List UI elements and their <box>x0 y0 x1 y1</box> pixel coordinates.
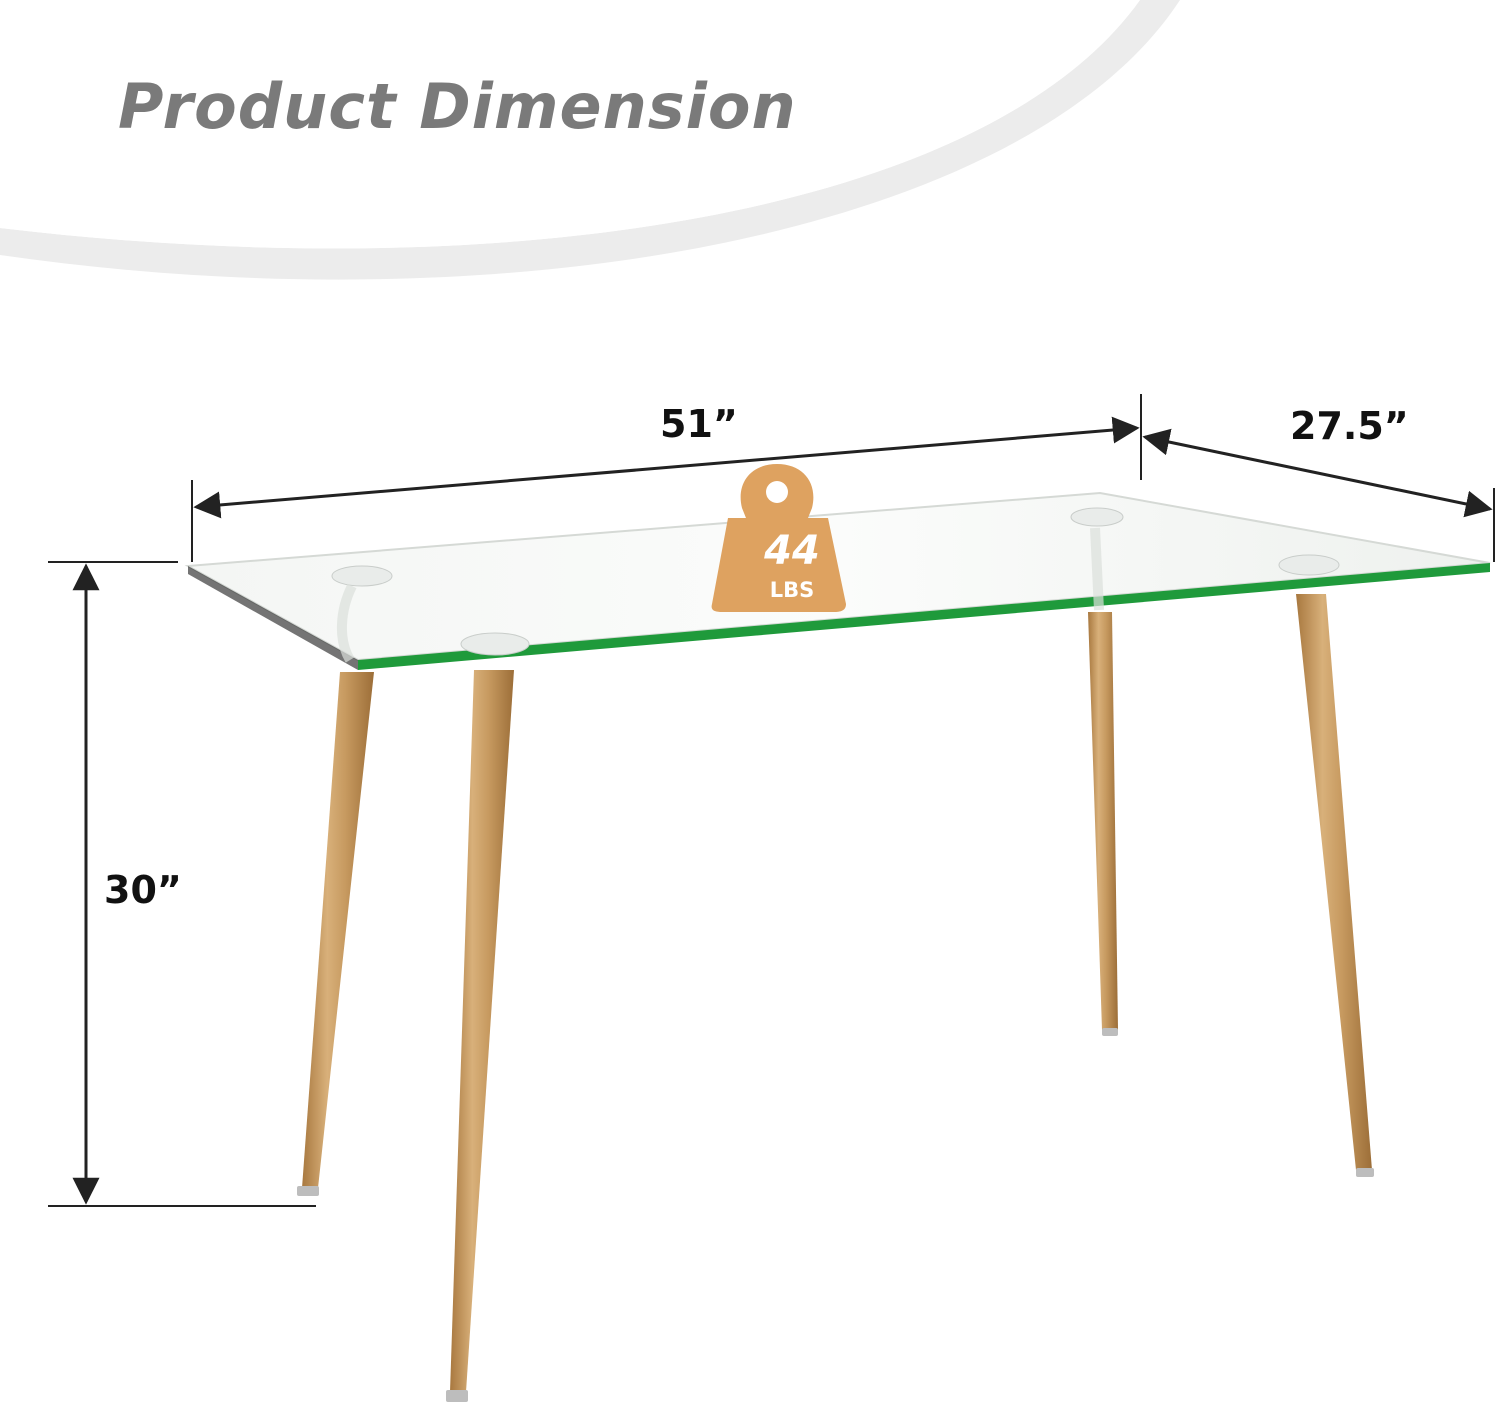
height-label: 30” <box>104 868 182 912</box>
depth-dimension <box>1142 428 1495 562</box>
leg-mount <box>1278 554 1340 576</box>
leg-mount <box>1070 507 1124 527</box>
width-dimension <box>191 394 1142 562</box>
page-title: Product Dimension <box>118 70 797 143</box>
depth-label: 27.5” <box>1290 404 1409 448</box>
leg-mount <box>331 565 393 587</box>
weight-value: 44 <box>764 528 820 574</box>
background-swoosh <box>0 0 1180 280</box>
width-label: 51” <box>660 402 738 446</box>
weight-unit: LBS <box>769 578 815 602</box>
back-leg-far-right <box>1296 594 1374 1177</box>
leg-mount <box>460 632 530 656</box>
back-leg-right <box>1088 612 1118 1036</box>
front-leg-center <box>446 670 514 1402</box>
height-dimension <box>48 561 316 1207</box>
front-leg-left <box>297 672 374 1196</box>
